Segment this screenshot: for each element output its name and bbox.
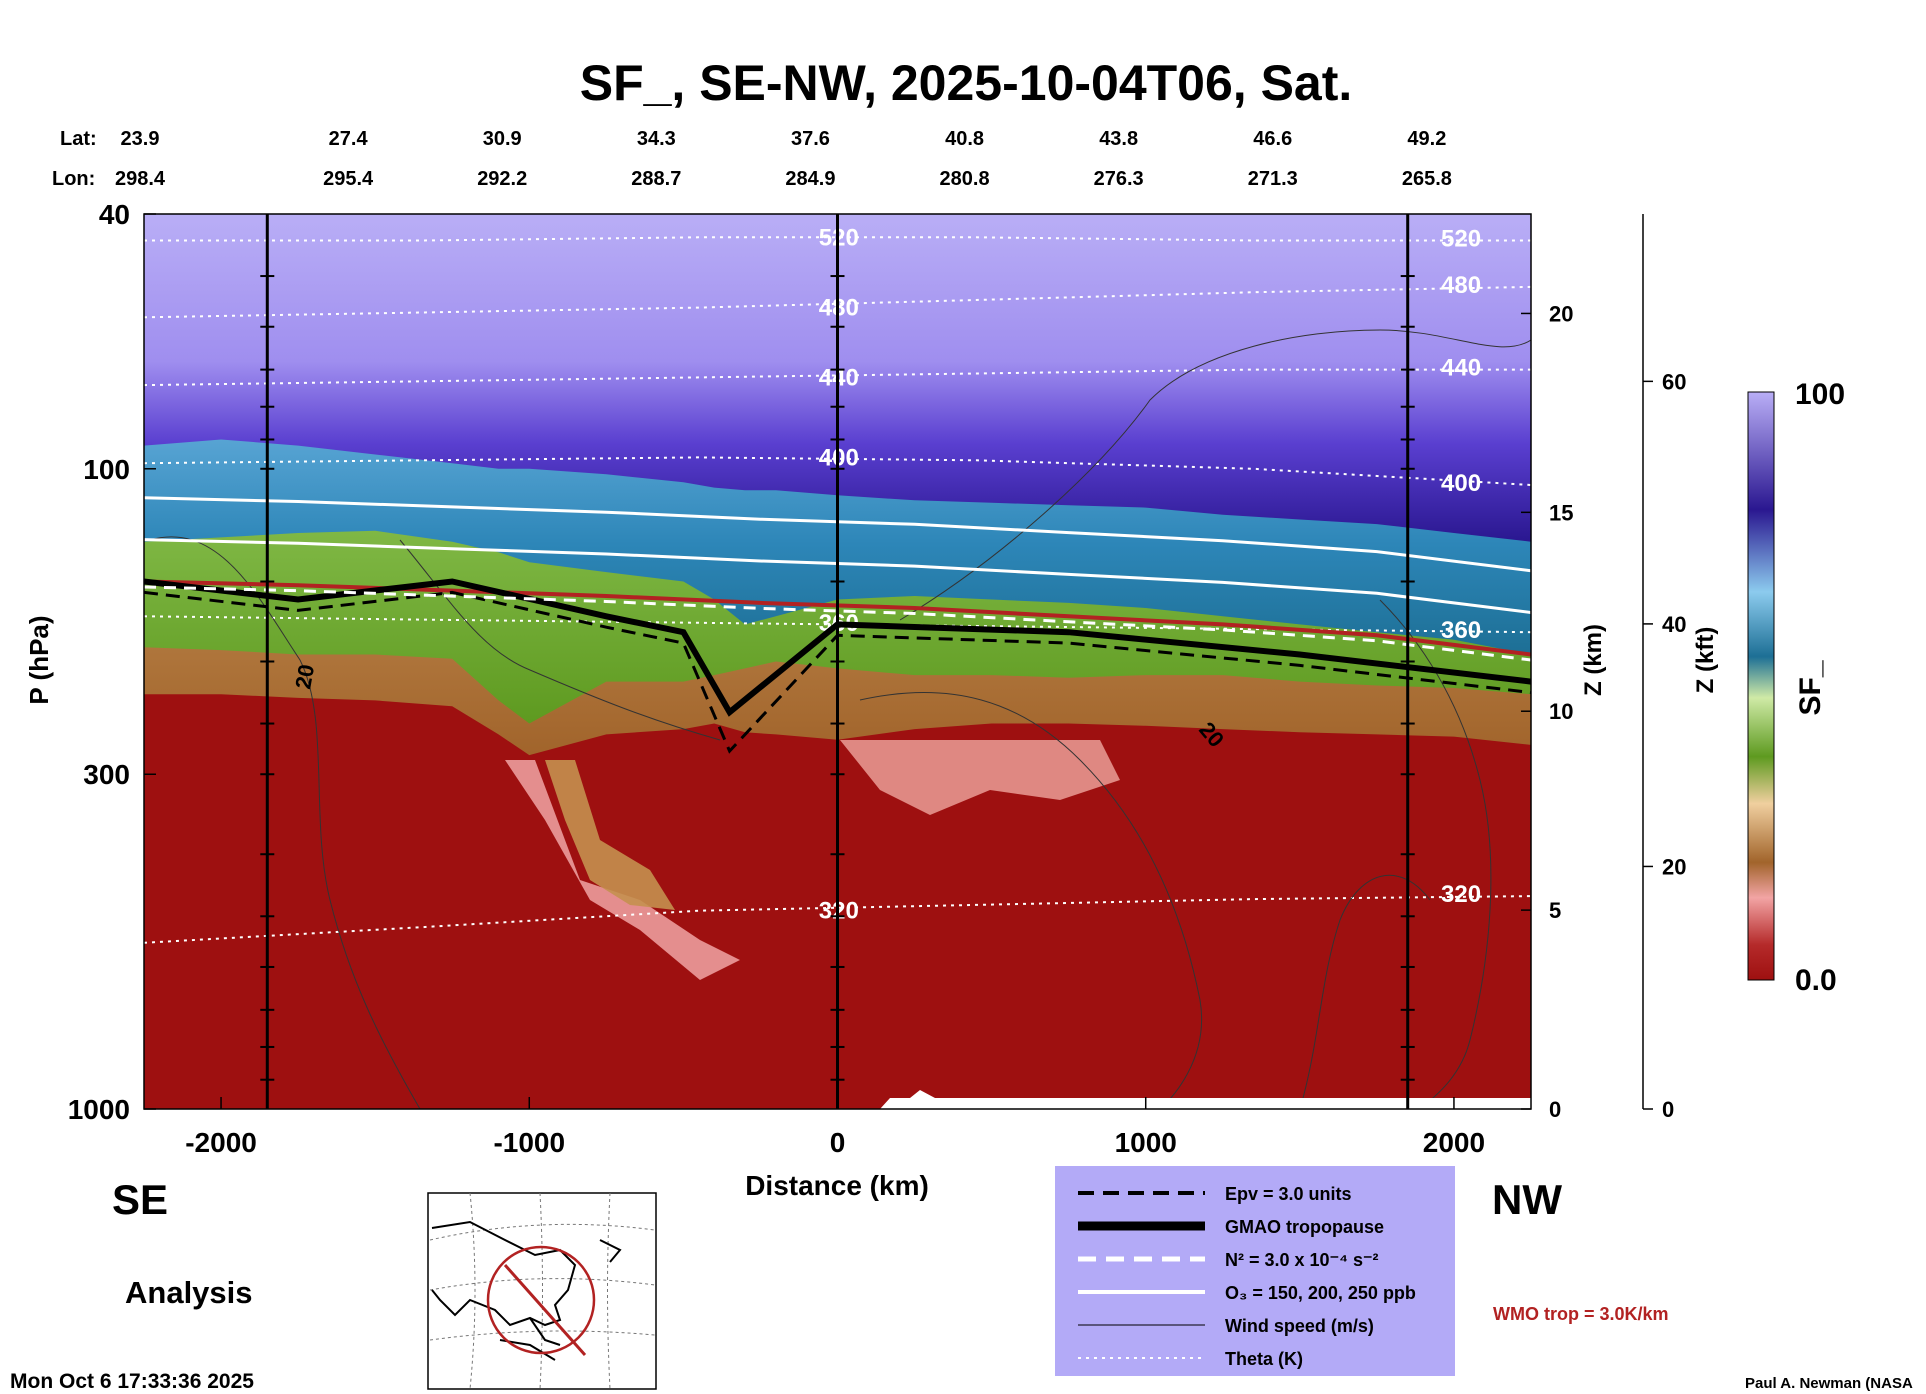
theta-label: 480 xyxy=(1441,272,1481,299)
lat-value: 46.6 xyxy=(1253,128,1292,150)
vertical-reference-lines xyxy=(260,214,1415,1109)
legend-label: GMAO tropopause xyxy=(1225,1217,1384,1237)
lon-value: 295.4 xyxy=(323,168,374,190)
map-coastline xyxy=(431,1220,622,1361)
map-section-line xyxy=(503,1264,587,1356)
z-km-tick-label: 0 xyxy=(1549,1097,1561,1122)
x-tick-label: 2000 xyxy=(1423,1127,1485,1158)
lon-label: Lon: xyxy=(52,168,95,190)
legend-items: Epv = 3.0 units GMAO tropopause N² = 3.0 x… xyxy=(1078,1184,1416,1369)
y-tick-label: 100 xyxy=(83,454,130,485)
colorbar-max-label: 100 xyxy=(1795,378,1845,411)
n2-line xyxy=(144,585,1531,662)
lon-value: 284.9 xyxy=(785,168,835,190)
lat-value: 34.3 xyxy=(637,128,676,150)
z-kft-label: Z (kft) xyxy=(1692,627,1719,694)
wind-contour xyxy=(1299,874,1431,1109)
y-tick-label: 1000 xyxy=(68,1094,130,1125)
theta-label: 440 xyxy=(1441,355,1481,382)
z-kft-tick-label: 60 xyxy=(1662,369,1686,394)
lat-label: Lat: xyxy=(60,128,97,150)
colorbar-title: SF_ xyxy=(1794,660,1827,715)
theta-label: 320 xyxy=(1441,881,1481,908)
z-km-tick-label: 5 xyxy=(1549,898,1561,923)
lat-value: 23.9 xyxy=(121,128,160,150)
x-tick-label: 0 xyxy=(830,1127,846,1158)
longitude-row: 298.4 295.4 292.2 288.7 284.9 280.8 276.3 271.3… xyxy=(115,168,1452,190)
analysis-label: Analysis xyxy=(125,1275,253,1310)
x-axis-label: Distance (km) xyxy=(745,1170,929,1201)
map-grid xyxy=(429,1192,656,1390)
y-axis-label: P (hPa) xyxy=(24,615,54,704)
map-range-circle xyxy=(486,1245,596,1355)
colorbar-min-label: 0.0 xyxy=(1795,964,1837,997)
wmo-label: WMO trop = 3.0K/km xyxy=(1493,1304,1669,1324)
gmao-tropopause-line xyxy=(144,578,1531,717)
direction-se: SE xyxy=(112,1176,168,1223)
inset-map xyxy=(427,1192,657,1390)
legend-label: O₃ = 150, 200, 250 ppb xyxy=(1225,1283,1416,1303)
plot-area: 520520480480440440400400360360320320 202… xyxy=(144,214,1531,1109)
pink-intrusion-1 xyxy=(505,760,740,980)
lat-value: 43.8 xyxy=(1099,128,1138,150)
wind-contour xyxy=(149,536,421,1109)
theta-label: 520 xyxy=(1441,226,1481,253)
legend: Epv = 3.0 units GMAO tropopause N² = 3.0 x… xyxy=(1055,1166,1455,1376)
theta-label: 400 xyxy=(1441,470,1481,497)
z-kft-tick-label: 40 xyxy=(1662,612,1686,637)
z-km-axis: 0 5 10 15 20 xyxy=(1521,301,1573,1122)
y-tick-label: 300 xyxy=(83,759,130,790)
tan-intrusion xyxy=(545,760,675,910)
x-tick-label: -2000 xyxy=(185,1127,257,1158)
ground-patch xyxy=(880,1090,1531,1109)
legend-label: Epv = 3.0 units xyxy=(1225,1184,1352,1204)
x-tick-label: -1000 xyxy=(493,1127,565,1158)
credit: Paul A. Newman (NASA xyxy=(1745,1375,1913,1392)
chart-title: SF_, SE-NW, 2025-10-04T06, Sat. xyxy=(580,55,1353,111)
z-km-tick-label: 15 xyxy=(1549,500,1573,525)
lon-value: 298.4 xyxy=(115,168,166,190)
timestamp: Mon Oct 6 17:33:36 2025 xyxy=(10,1370,254,1393)
lon-value: 271.3 xyxy=(1248,168,1298,190)
legend-label: N² = 3.0 x 10⁻⁴ s⁻² xyxy=(1225,1250,1378,1270)
lon-value: 292.2 xyxy=(477,168,527,190)
z-kft-axis: 0 20 40 60 xyxy=(1643,369,1686,1122)
wind-contour xyxy=(899,329,1531,621)
z-km-label: Z (km) xyxy=(1580,624,1607,696)
lon-value: 276.3 xyxy=(1094,168,1144,190)
z-km-tick-label: 10 xyxy=(1549,699,1573,724)
lat-value: 37.6 xyxy=(791,128,830,150)
lon-value: 288.7 xyxy=(631,168,681,190)
wind-label: 20 xyxy=(290,662,319,690)
direction-nw: NW xyxy=(1492,1176,1562,1223)
x-axis: -2000 -1000 0 1000 2000 xyxy=(185,1097,1485,1158)
colorbar xyxy=(1747,391,1775,981)
z-kft-tick-label: 0 xyxy=(1662,1097,1674,1122)
lon-value: 280.8 xyxy=(940,168,990,190)
y-tick-label: 40 xyxy=(99,199,130,230)
wind-contour xyxy=(399,539,721,741)
lat-value: 30.9 xyxy=(483,128,522,150)
wind-contour xyxy=(859,692,1203,1109)
lat-value: 27.4 xyxy=(329,128,369,150)
y-axis: 40 100 300 1000 xyxy=(68,199,156,1125)
pink-intrusion-2 xyxy=(840,740,1120,815)
legend-label: Wind speed (m/s) xyxy=(1225,1316,1374,1336)
z-km-tick-label: 20 xyxy=(1549,301,1573,326)
legend-box xyxy=(1055,1166,1455,1376)
x-tick-label: 1000 xyxy=(1115,1127,1177,1158)
legend-label: Theta (K) xyxy=(1225,1349,1303,1369)
lat-value: 40.8 xyxy=(945,128,984,150)
epv-line xyxy=(144,590,1531,754)
z-kft-tick-label: 20 xyxy=(1662,854,1686,879)
lat-value: 49.2 xyxy=(1407,128,1446,150)
latitude-row: 23.9 27.4 30.9 34.3 37.6 40.8 43.8 46.6 49.2 xyxy=(121,128,1447,150)
lon-value: 265.8 xyxy=(1402,168,1452,190)
theta-label: 360 xyxy=(1441,617,1481,644)
